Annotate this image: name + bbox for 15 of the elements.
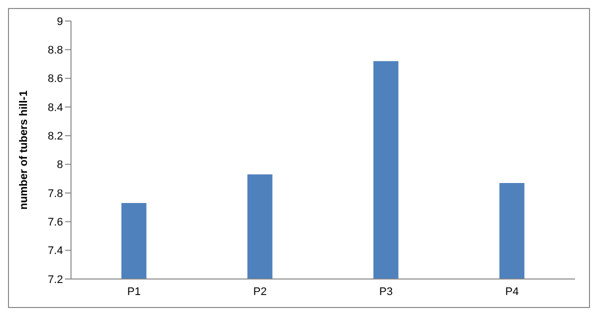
y-tick-label: 8.4: [48, 102, 63, 114]
y-axis-title: number of tubers hill-1: [18, 90, 30, 210]
y-tick-label: 9: [56, 16, 63, 28]
x-tick-label: P2: [253, 286, 267, 298]
x-tick-label: P1: [127, 286, 141, 298]
y-tick-label: 7.2: [48, 274, 63, 286]
x-tick-label: P3: [379, 286, 393, 298]
x-tick-label: P4: [505, 286, 519, 298]
y-tick-label: 8.6: [48, 73, 63, 86]
y-tick-label: 8.8: [48, 44, 63, 57]
y-tick-label: 7.4: [48, 245, 63, 258]
y-tick-label: 7.8: [48, 188, 63, 200]
y-tick-label: 8: [56, 159, 63, 172]
y-tick-label: 8.2: [48, 130, 63, 143]
y-tick-label: 7.6: [48, 216, 63, 229]
